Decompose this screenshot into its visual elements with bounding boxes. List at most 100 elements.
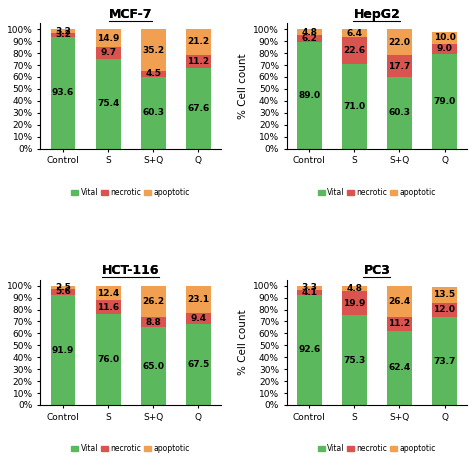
Title: MCF-7: MCF-7 xyxy=(109,8,153,21)
Text: 65.0: 65.0 xyxy=(142,362,164,371)
Bar xyxy=(141,71,165,77)
Text: 71.0: 71.0 xyxy=(343,102,365,111)
Bar xyxy=(51,33,75,37)
Text: 67.5: 67.5 xyxy=(187,360,210,369)
Text: 14.9: 14.9 xyxy=(97,34,119,43)
Bar xyxy=(432,32,457,44)
Text: 76.0: 76.0 xyxy=(97,355,119,364)
Text: 4.1: 4.1 xyxy=(301,288,317,297)
Text: 67.6: 67.6 xyxy=(187,104,210,113)
Bar xyxy=(96,29,120,47)
Bar xyxy=(297,35,321,42)
Text: HCT-116: HCT-116 xyxy=(102,264,159,277)
Text: 26.4: 26.4 xyxy=(388,297,410,306)
Bar xyxy=(141,29,165,71)
Bar xyxy=(186,286,211,313)
Text: 4.8: 4.8 xyxy=(301,27,317,36)
Text: 4.5: 4.5 xyxy=(145,69,161,78)
Bar xyxy=(186,29,211,55)
Text: 21.2: 21.2 xyxy=(187,37,210,46)
Legend: Vital, necrotic, apoptotic: Vital, necrotic, apoptotic xyxy=(315,441,439,456)
Text: 3.2: 3.2 xyxy=(55,27,71,36)
Text: 60.3: 60.3 xyxy=(142,108,164,117)
Bar xyxy=(297,286,321,290)
Title: HepG2: HepG2 xyxy=(354,8,400,21)
Text: 62.4: 62.4 xyxy=(388,363,410,372)
Text: 26.2: 26.2 xyxy=(142,297,164,306)
Bar xyxy=(342,315,367,405)
Bar xyxy=(342,37,367,64)
Text: 2.5: 2.5 xyxy=(55,283,71,292)
Text: HepG2: HepG2 xyxy=(354,8,400,21)
Bar xyxy=(141,286,165,317)
Title: HCT-116: HCT-116 xyxy=(102,264,159,277)
Text: 6.2: 6.2 xyxy=(301,34,317,43)
Text: 35.2: 35.2 xyxy=(142,46,164,55)
Text: MCF-7: MCF-7 xyxy=(109,8,153,21)
Text: 11.2: 11.2 xyxy=(187,57,210,66)
Bar xyxy=(432,303,457,317)
Text: 22.6: 22.6 xyxy=(343,46,365,55)
Bar xyxy=(51,295,75,405)
Bar xyxy=(297,29,321,35)
Bar xyxy=(141,328,165,405)
Text: 22.0: 22.0 xyxy=(388,38,410,47)
Bar xyxy=(51,289,75,295)
Text: 12.4: 12.4 xyxy=(97,289,119,298)
Bar xyxy=(432,44,457,55)
Text: 19.9: 19.9 xyxy=(343,299,365,308)
Bar xyxy=(96,59,120,148)
Bar xyxy=(186,55,211,68)
Text: 10.0: 10.0 xyxy=(434,33,456,42)
Bar xyxy=(96,314,120,405)
Bar xyxy=(432,55,457,148)
Title: PC3: PC3 xyxy=(364,264,390,277)
Bar xyxy=(387,29,412,55)
Bar xyxy=(342,292,367,315)
Text: 89.0: 89.0 xyxy=(298,91,320,100)
Text: 3.3: 3.3 xyxy=(301,283,317,292)
Legend: Vital, necrotic, apoptotic: Vital, necrotic, apoptotic xyxy=(68,185,193,200)
Text: 93.6: 93.6 xyxy=(52,88,74,97)
Text: 17.7: 17.7 xyxy=(388,62,410,71)
Text: 13.5: 13.5 xyxy=(433,290,456,299)
Bar xyxy=(387,317,412,330)
Bar xyxy=(387,330,412,405)
Bar xyxy=(432,287,457,303)
Text: 75.4: 75.4 xyxy=(97,99,119,108)
Text: 23.1: 23.1 xyxy=(187,295,210,304)
Bar xyxy=(186,313,211,324)
Text: 3.2: 3.2 xyxy=(55,30,71,39)
Text: 79.0: 79.0 xyxy=(433,97,456,106)
Text: 8.8: 8.8 xyxy=(146,318,161,327)
Bar xyxy=(51,286,75,289)
Bar xyxy=(387,286,412,317)
Text: 9.4: 9.4 xyxy=(190,314,206,323)
Text: 12.0: 12.0 xyxy=(434,305,456,314)
Bar xyxy=(342,29,367,37)
Text: 91.9: 91.9 xyxy=(52,346,74,355)
Text: 6.4: 6.4 xyxy=(346,28,362,37)
Bar xyxy=(96,286,120,301)
Text: 73.7: 73.7 xyxy=(433,356,456,365)
Bar xyxy=(186,68,211,148)
Legend: Vital, necrotic, apoptotic: Vital, necrotic, apoptotic xyxy=(315,185,439,200)
Bar xyxy=(51,37,75,148)
Y-axis label: % Cell count: % Cell count xyxy=(237,53,247,118)
Bar xyxy=(141,317,165,328)
Bar xyxy=(186,324,211,405)
Text: 11.6: 11.6 xyxy=(97,303,119,312)
Bar xyxy=(342,286,367,292)
Text: 4.8: 4.8 xyxy=(346,284,362,293)
Bar xyxy=(432,317,457,405)
Text: 9.0: 9.0 xyxy=(437,45,453,54)
Bar xyxy=(96,47,120,59)
Text: 60.3: 60.3 xyxy=(388,108,410,117)
Text: 75.3: 75.3 xyxy=(343,356,365,365)
Bar xyxy=(141,77,165,148)
Text: 92.6: 92.6 xyxy=(298,345,320,354)
Bar xyxy=(297,42,321,148)
Text: 5.6: 5.6 xyxy=(55,288,71,297)
Bar xyxy=(387,77,412,148)
Bar xyxy=(51,29,75,33)
